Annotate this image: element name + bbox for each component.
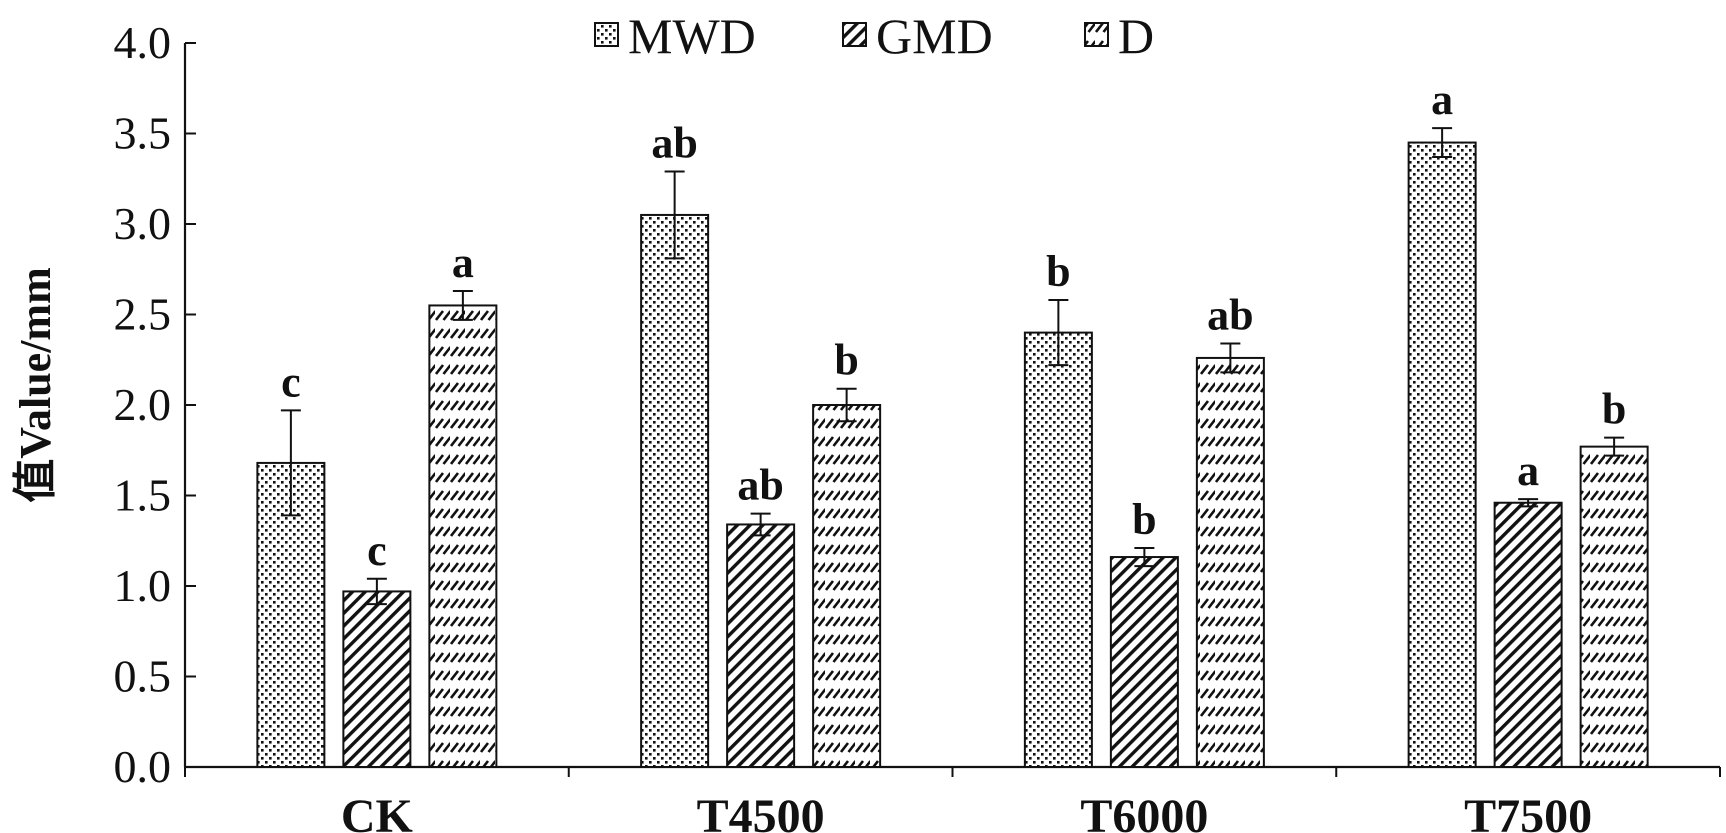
significance-label: b [1602,385,1626,434]
legend-label: D [1118,8,1154,64]
significance-label: a [1431,75,1453,124]
category-label: CK [341,790,413,833]
legend: MWD GMD D [594,8,1154,64]
legend-item-mwd: MWD [594,8,756,64]
error-bar [1432,127,1453,159]
y-tick-label: 3.5 [114,108,172,159]
error-bar [1518,498,1539,508]
bar-mwd-ck [256,461,326,768]
y-tick-label: 0.0 [114,741,172,792]
bar-gmd-t7500 [1493,501,1563,768]
significance-label: ab [1207,290,1253,339]
legend-label: MWD [628,8,756,64]
error-bar [366,577,387,606]
significance-label: b [834,336,858,385]
y-tick-label: 1.5 [114,470,172,521]
error-bar [750,512,771,537]
significance-label: b [1046,247,1070,296]
legend-swatch [842,22,867,47]
significance-label: b [1132,495,1156,544]
bar-gmd-t4500 [726,523,796,769]
bar-mwd-t7500 [1407,141,1477,769]
error-bar [1048,299,1069,367]
bar-d-t4500 [812,404,882,768]
y-tick-label: 0.5 [114,651,172,702]
significance-label: ab [737,461,783,510]
bar-d-t6000 [1195,356,1265,768]
legend-swatch [594,22,619,47]
significance-label: a [452,238,474,287]
category-label: T6000 [1080,790,1208,833]
category-label: T4500 [697,790,825,833]
bar-gmd-ck [342,590,412,768]
error-bar [664,170,685,260]
x-axis: CK T4500 T6000 T7500 [184,765,1721,833]
error-bar [452,289,473,321]
bar-gmd-t6000 [1109,556,1179,768]
significance-label: a [1517,446,1539,495]
error-bar [280,409,301,517]
legend-item-gmd: GMD [842,8,993,64]
significance-label: c [367,526,387,575]
legend-item-d: D [1084,8,1154,64]
y-tick-label: 4.0 [114,17,172,68]
legend-swatch [1084,22,1109,47]
bar-mwd-t6000 [1023,331,1093,768]
significance-label: c [281,357,301,406]
y-tick-label: 2.5 [114,289,172,340]
y-axis-label: 值Value/mm [11,267,60,503]
error-bar [1134,546,1155,568]
error-bar [1604,436,1625,457]
significance-label: ab [651,119,697,168]
y-tick-label: 3.0 [114,198,172,249]
y-axis: 0.0 0.5 1.0 1.5 2.0 2.5 3.0 3.5 4.0 [114,17,196,792]
y-tick-label: 2.0 [114,379,172,430]
bar-mwd-t4500 [640,213,710,768]
error-bar [836,387,857,423]
y-tick-label: 1.0 [114,560,172,611]
bar-d-t7500 [1579,445,1649,768]
legend-label: GMD [876,8,993,64]
category-label: T7500 [1464,790,1592,833]
bar-d-ck [428,304,498,768]
error-bar [1220,342,1241,374]
